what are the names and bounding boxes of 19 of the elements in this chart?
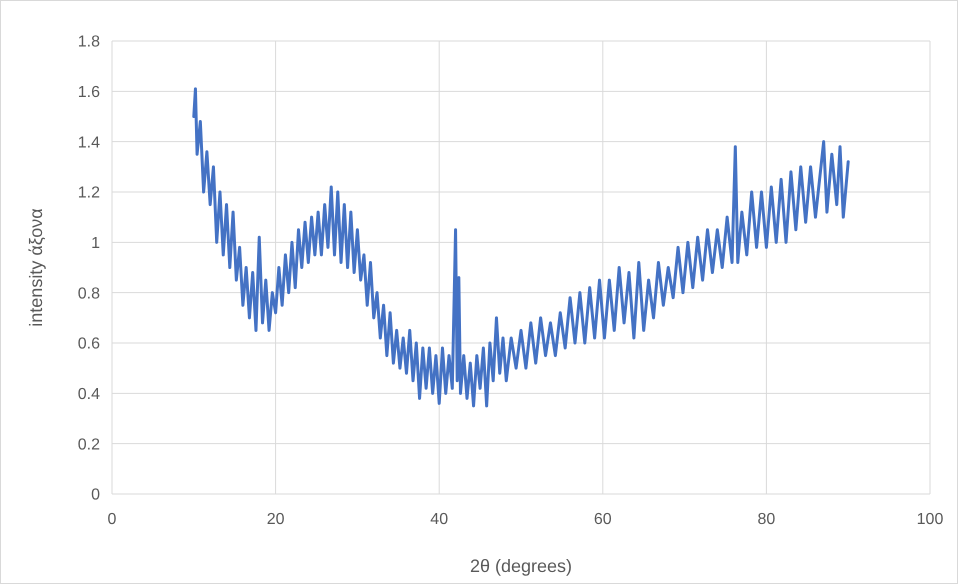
y-tick-label: 1.2 [78,184,100,202]
x-tick-label: 100 [916,511,944,528]
y-tick-label: 1.8 [78,34,100,51]
y-tick-label: 0.6 [78,336,100,353]
x-tick-label: 0 [108,511,117,528]
line-series [192,87,850,408]
y-tick-label: 1.4 [78,134,100,152]
x-tick-label: 40 [430,511,448,528]
y-tick-label: 1.6 [78,84,100,101]
x-tick-label: 80 [758,511,776,528]
y-axis-title: intensity άξονα [26,208,46,327]
y-tick-label: 0.4 [78,386,100,403]
y-tick-label: 0.2 [78,436,100,454]
x-tick-label: 60 [594,511,612,528]
x-tick-label: 20 [266,511,285,528]
y-tick-label: 0.8 [78,285,100,302]
y-tick-label: 1 [91,234,100,252]
x-axis-title: 2θ (degrees) [470,556,572,576]
y-tick-label: 0 [91,486,100,504]
